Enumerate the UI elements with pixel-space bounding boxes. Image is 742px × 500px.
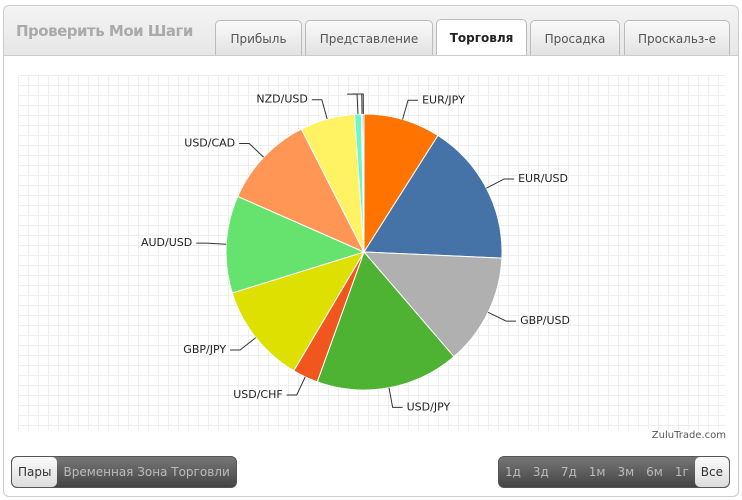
page-title: Проверить Мои Шаги <box>16 22 193 40</box>
leader-line <box>311 99 328 120</box>
tab[interactable]: Прибыль <box>215 20 302 55</box>
leader-line <box>230 337 257 351</box>
pie-slice <box>237 128 366 254</box>
button[interactable]: 7д <box>560 465 577 479</box>
tab[interactable]: Представление <box>305 20 433 55</box>
button[interactable]: 3м <box>617 465 635 479</box>
leader-line <box>347 93 359 115</box>
tab[interactable]: Торговля <box>436 19 527 56</box>
slice-label: USD/JPY <box>407 400 451 413</box>
button[interactable]: Пары <box>12 457 58 487</box>
pie-slice <box>363 134 503 259</box>
slice-label: EUR/JPY <box>422 93 465 106</box>
button[interactable]: 1д <box>504 465 521 479</box>
tab[interactable]: Просадка <box>530 20 620 55</box>
tab-rule <box>4 55 738 56</box>
leader-line <box>286 376 306 396</box>
pie-slice <box>316 251 455 391</box>
slice-label: EUR/USD <box>518 172 568 185</box>
leader-line <box>388 387 403 408</box>
leader-line <box>353 93 364 115</box>
slice-label: AUD/USD <box>141 236 192 249</box>
slice-label: USD/CAD <box>184 136 235 149</box>
left-button-group: Пары Временная Зона Торговли <box>11 456 237 488</box>
slice-label: GBP/JPY <box>183 343 226 356</box>
button[interactable]: 1г <box>674 465 689 479</box>
slice-label: NZD/USD <box>256 93 307 106</box>
leader-line <box>239 142 265 158</box>
pie-slice <box>225 195 366 294</box>
leader-line <box>487 311 517 322</box>
range-button-group: 1д 3д 7д 1м 3м 6м 1г Все <box>497 456 730 488</box>
button[interactable]: 1м <box>588 465 606 479</box>
slice-label: USD/CHF <box>233 388 283 401</box>
leader-line <box>402 99 419 120</box>
button[interactable]: 3д <box>532 465 549 479</box>
pie-slice <box>231 251 366 372</box>
watermark: ZuluTrade.com <box>651 430 726 441</box>
slice-label: GBP/USD <box>520 314 570 327</box>
leader-line <box>486 178 515 189</box>
tab[interactable]: Проскальз-е <box>624 20 730 55</box>
button[interactable]: Временная Зона Торговли <box>63 465 230 479</box>
button[interactable]: Все <box>694 457 729 487</box>
button[interactable]: 6м <box>646 465 663 479</box>
leader-line <box>196 242 227 245</box>
